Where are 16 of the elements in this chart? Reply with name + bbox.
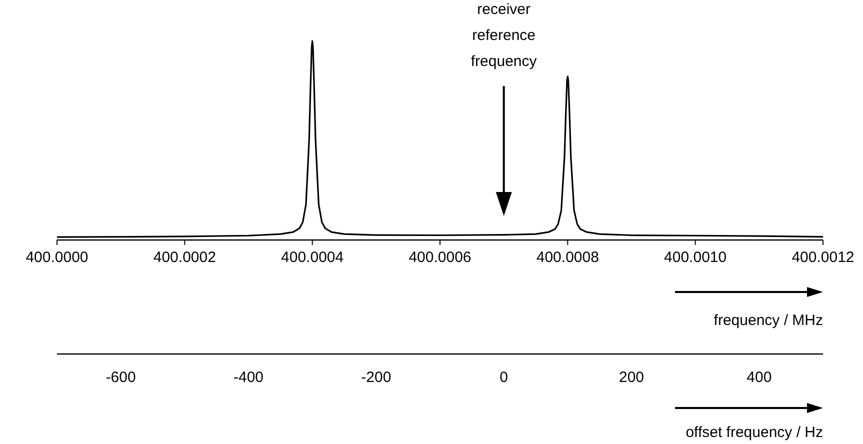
x-tick-label: 400.0008 (536, 249, 599, 266)
x2-axis-title: offset frequency / Hz (686, 424, 823, 441)
x2-tick-label: -400 (233, 369, 264, 386)
x-tick-label: 400.0012 (792, 249, 854, 266)
x2-tick-label: 200 (618, 369, 644, 386)
x-tick-label: 400.0002 (153, 249, 216, 266)
x-tick-label: 400.0004 (281, 249, 344, 266)
x2-tick-label: -600 (106, 369, 136, 386)
annotation: receiver reference frequency (470, 1, 538, 70)
x-axis-title: frequency / MHz (714, 312, 823, 329)
x-tick-label: 400.0006 (408, 249, 472, 266)
x2-tick-label: 0 (500, 369, 508, 386)
x2-tick-label: -200 (361, 369, 392, 386)
x-tick-label: 400.0010 (664, 249, 727, 266)
x-tick-label: 400.0000 (26, 249, 88, 266)
x2-tick-label: 400 (746, 369, 772, 386)
